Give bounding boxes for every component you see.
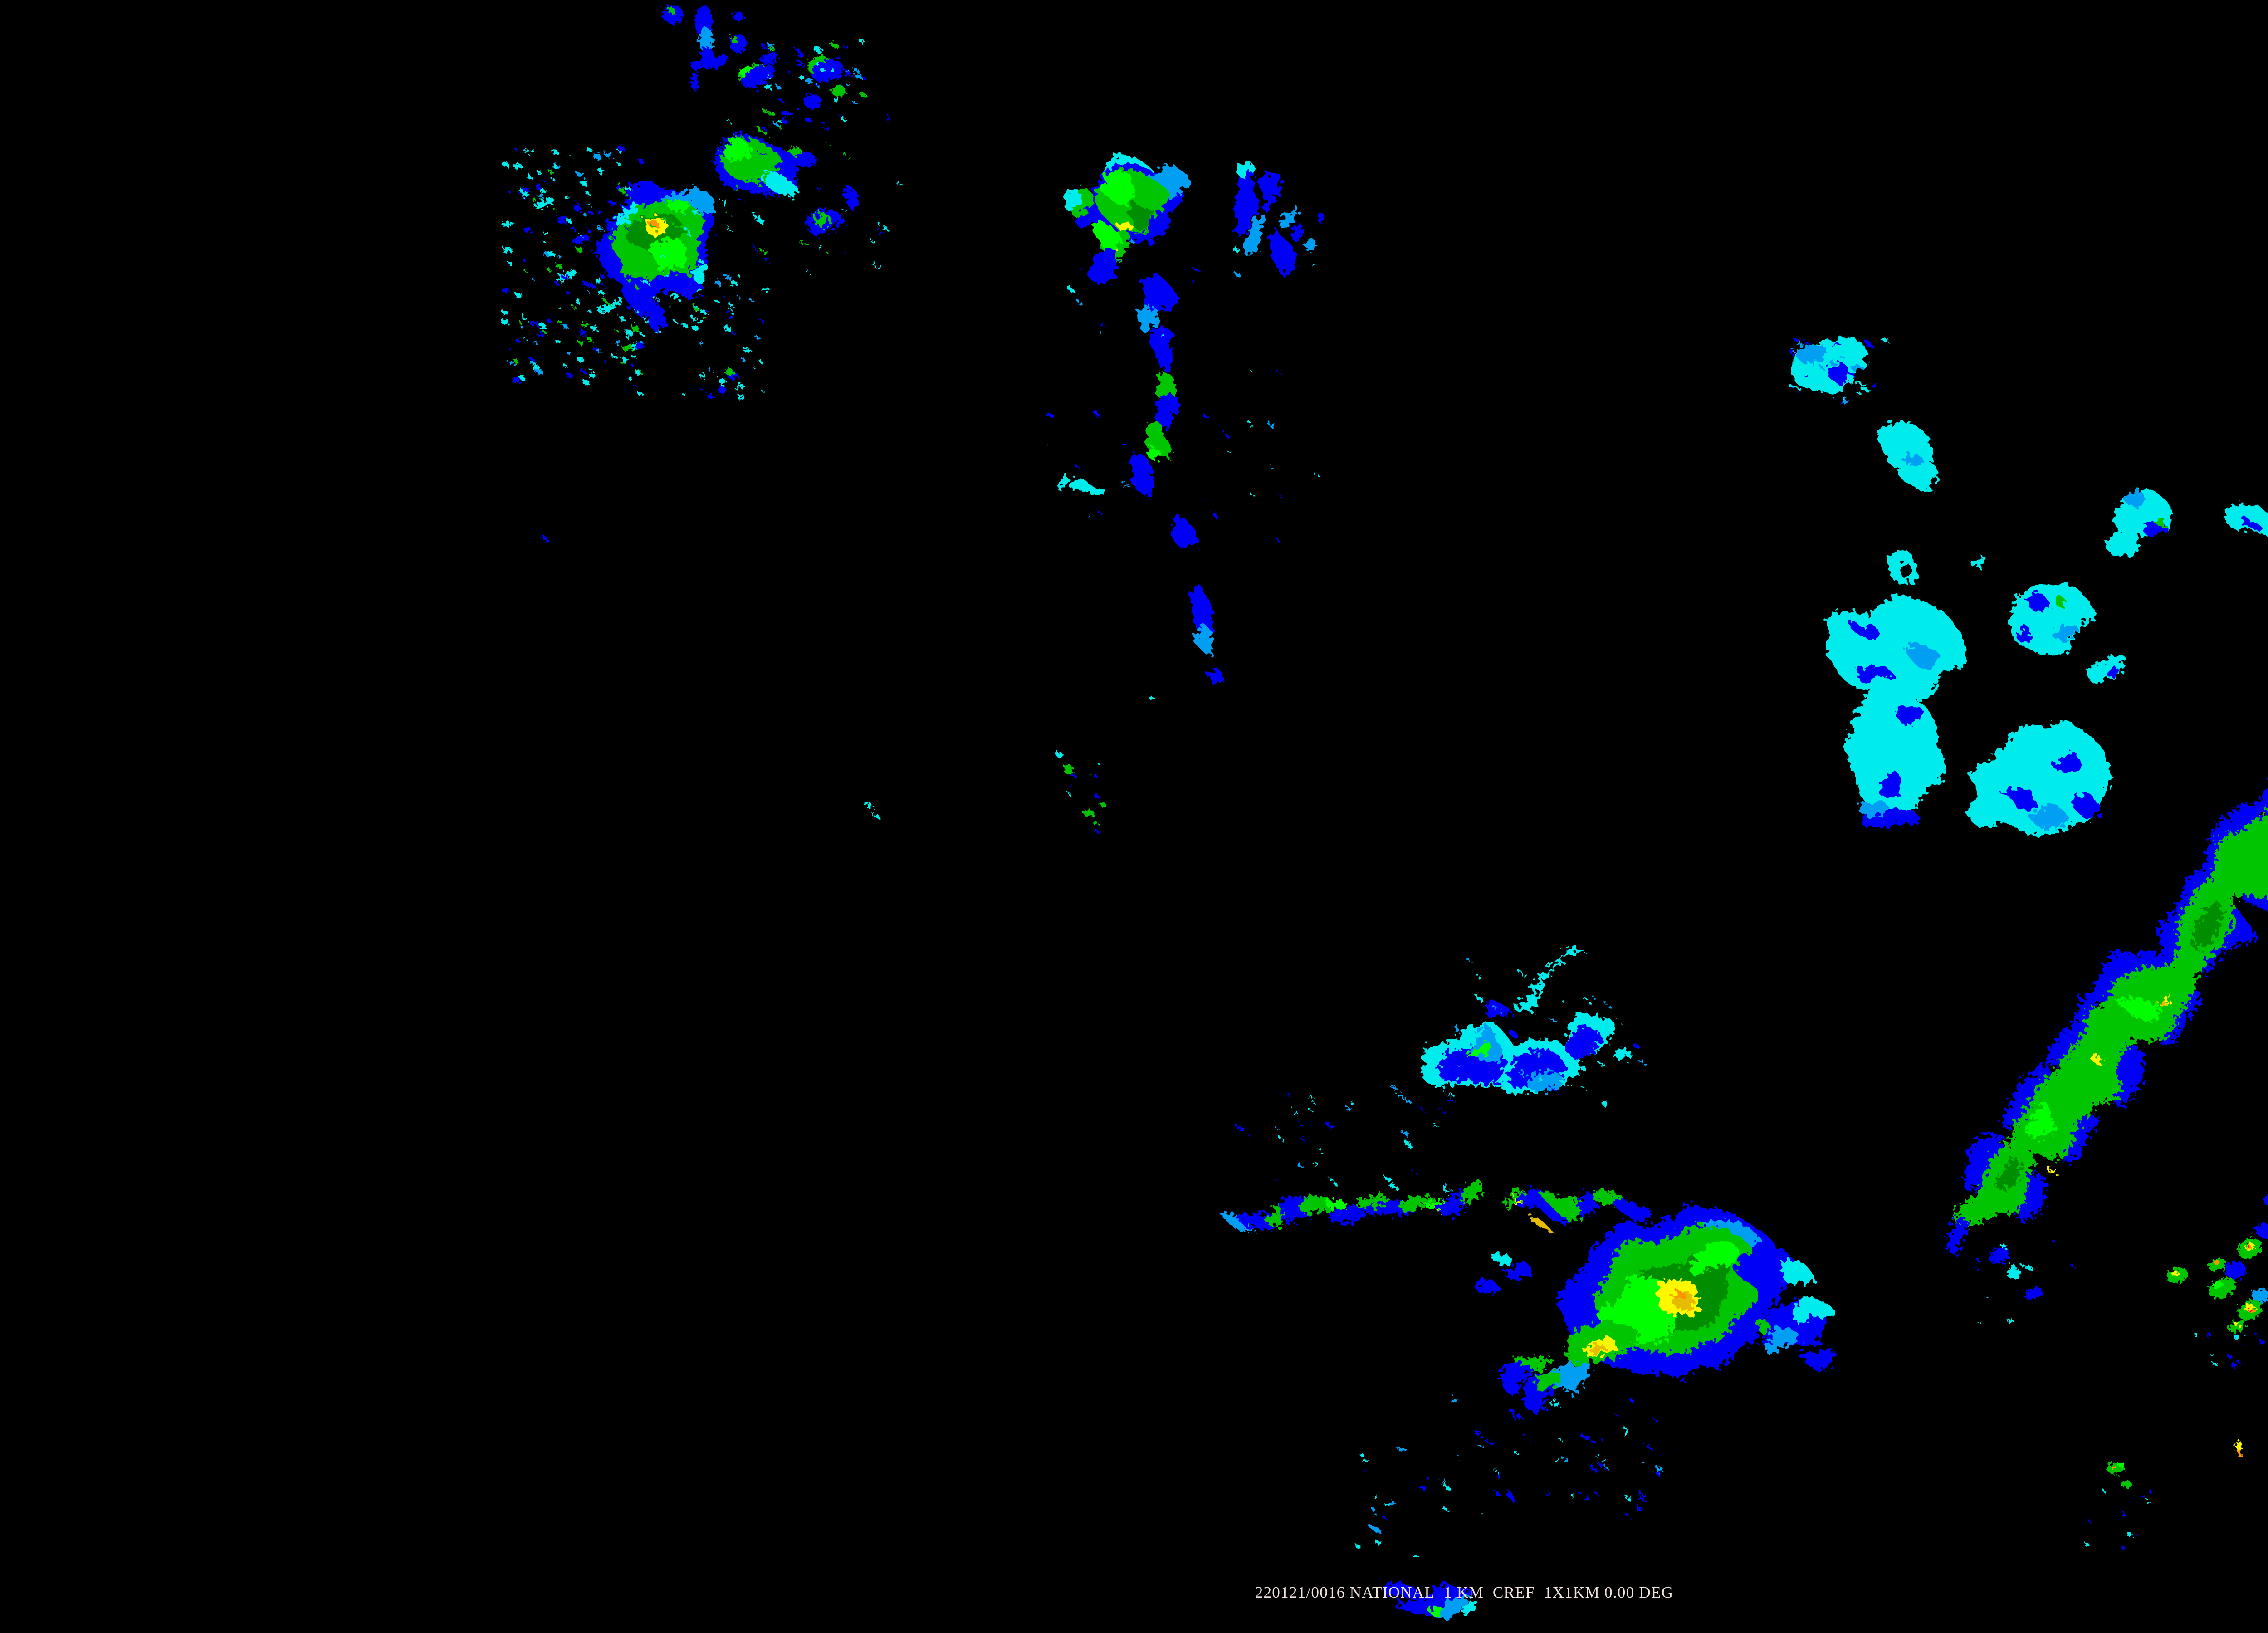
echo-cluster-south-storm bbox=[1452, 1208, 1833, 1520]
echo-cluster-south-tail bbox=[1354, 1448, 1486, 1619]
echo-cluster-central-band bbox=[1044, 156, 1312, 684]
echo-cluster-band-south-specks bbox=[1977, 1241, 2074, 1324]
echo-cluster-squall-band bbox=[1948, 738, 2268, 1257]
product-caption: 220121/0016 NATIONAL 1 KM CREF 1X1KM 0.0… bbox=[1255, 1584, 1674, 1601]
echo-cluster-mid-blue-cluster bbox=[1418, 950, 1642, 1103]
echo-cluster-central-specks bbox=[865, 696, 1155, 833]
echo-cluster-top-edge-specks bbox=[662, 5, 1325, 252]
echo-cluster-north-green-blobs bbox=[719, 119, 895, 269]
echo-cluster-nw-storm-cell bbox=[597, 177, 727, 327]
echo-cluster-south-band-west bbox=[1227, 1078, 1642, 1237]
echo-layer bbox=[502, 5, 2268, 1619]
echo-cluster-se-cell-line bbox=[2166, 1189, 2268, 1368]
echo-cluster-south-small-cells bbox=[2085, 1440, 2242, 1550]
echo-cluster-cyan-field bbox=[1790, 336, 2268, 833]
